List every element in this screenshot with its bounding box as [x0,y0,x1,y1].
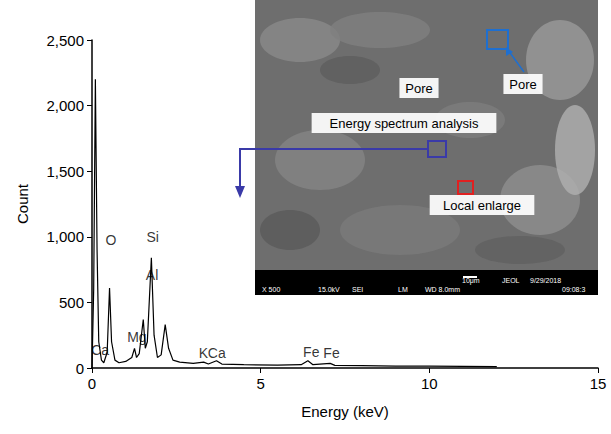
svg-text:15: 15 [590,375,607,392]
svg-text:09:08:3: 09:08:3 [562,286,585,293]
svg-text:2,000: 2,000 [46,97,84,114]
svg-text:Al: Al [146,267,158,283]
svg-text:9/29/2018: 9/29/2018 [530,277,561,284]
svg-text:Si: Si [146,229,158,245]
svg-text:Count: Count [14,183,31,224]
svg-text:Mg: Mg [127,329,146,345]
svg-text:WD 8.0mm: WD 8.0mm [425,286,460,293]
svg-text:O: O [105,232,116,248]
svg-text:500: 500 [59,294,84,311]
svg-text:Ca: Ca [208,345,226,361]
svg-text:JEOL: JEOL [502,277,520,284]
svg-text:1,000: 1,000 [46,228,84,245]
svg-text:Energy (keV): Energy (keV) [301,403,389,420]
svg-text:1,500: 1,500 [46,163,84,180]
svg-text:10μm: 10μm [462,277,480,285]
svg-text:0: 0 [88,375,96,392]
svg-text:SEI: SEI [352,286,363,293]
svg-text:0: 0 [76,360,84,377]
svg-text:10: 10 [421,375,438,392]
svg-text:Energy spectrum analysis: Energy spectrum analysis [330,116,479,131]
svg-text:15.0kV: 15.0kV [318,286,340,293]
svg-text:Fe: Fe [323,345,340,361]
svg-text:LM: LM [398,286,408,293]
svg-text:Ca: Ca [91,342,109,358]
svg-text:Fe: Fe [303,344,320,360]
svg-text:Pore: Pore [509,77,536,92]
svg-text:X 500: X 500 [262,286,280,293]
svg-text:Pore: Pore [405,81,432,96]
svg-text:K: K [198,345,208,361]
svg-text:5: 5 [256,375,264,392]
svg-text:Local enlarge: Local enlarge [443,198,521,213]
svg-text:2,500: 2,500 [46,32,84,49]
